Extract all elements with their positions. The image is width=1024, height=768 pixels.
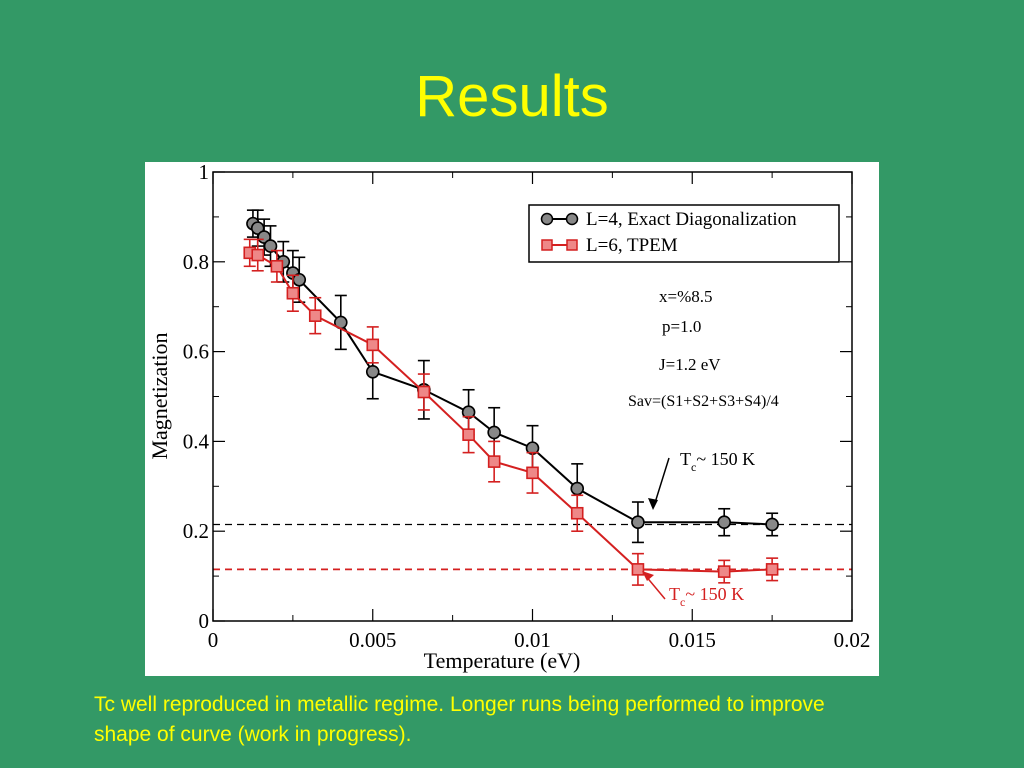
data-point [462, 428, 475, 441]
data-point [570, 481, 585, 496]
tc-annotation-black: Tc~ 150 K [648, 449, 755, 510]
legend-entry-exact: L=4, Exact Diagonalization [540, 209, 797, 230]
series-line [252, 222, 773, 526]
data-point [263, 239, 278, 253]
data-point [487, 425, 501, 440]
data-point [631, 563, 645, 576]
y-tick-label: 1 [199, 162, 210, 184]
data-point [365, 365, 380, 379]
legend-label-exact: L=4, Exact Diagonalization [586, 209, 797, 230]
x-axis-label: Temperature (eV) [424, 648, 581, 673]
y-tick-label: 0.4 [183, 429, 210, 453]
x-tick-label: 0.015 [669, 628, 716, 652]
legend-marker-square [541, 239, 553, 251]
x-tick-label: 0.02 [834, 628, 871, 652]
slide-title: Results [415, 64, 609, 129]
param-sav: Sav=(S1+S2+S3+S4)/4 [628, 393, 779, 410]
y-tick-label: 0.8 [183, 250, 209, 274]
data-point [366, 338, 380, 352]
x-tick-label: 0 [208, 628, 219, 652]
data-point [308, 309, 322, 322]
data-point [765, 517, 779, 532]
x-tick-label: 0.005 [349, 628, 396, 652]
chart-panel: 0 0.005 0.01 0.015 0.02 0 0.2 0.4 0.6 0.8 1 Temper… [145, 162, 879, 676]
data-point [286, 286, 300, 300]
data-point [270, 259, 284, 273]
y-tick-label: 0 [199, 609, 210, 633]
x-tick-label: 0.01 [514, 628, 551, 652]
data-point [717, 565, 731, 578]
tc-annotation-red: Tc~ 150 K [642, 571, 744, 609]
param-p: p=1.0 [662, 317, 701, 336]
legend-label-tpem: L=6, TPEM [586, 235, 678, 256]
data-point [417, 385, 431, 399]
svg-text:Tc~ 150 K: Tc~ 150 K [669, 584, 744, 609]
data-point [631, 515, 645, 530]
caption-line-1: Tc well reproduced in metallic regime. L… [94, 693, 825, 716]
legend-box [528, 204, 840, 263]
caption: Tc well reproduced in metallic regime. L… [94, 690, 994, 750]
data-point [526, 466, 539, 480]
tc-arrow-black [653, 457, 670, 507]
caption-line-2: shape of curve (work in progress). [94, 723, 412, 746]
data-point [765, 563, 779, 576]
y-axis-label: Magnetization [147, 332, 172, 459]
legend-marker-circle [540, 212, 554, 226]
y-tick-label: 0.6 [183, 340, 209, 364]
data-point [251, 248, 265, 262]
param-j: J=1.2 eV [659, 355, 721, 374]
y-tick-label: 0.2 [183, 519, 209, 543]
param-x: x=%8.5 [659, 287, 713, 306]
svg-text:Tc~ 150 K: Tc~ 150 K [680, 449, 755, 474]
data-point [487, 455, 501, 468]
series-tpem [243, 238, 779, 586]
data-point [250, 221, 265, 235]
magnetization-chart: 0 0.005 0.01 0.015 0.02 0 0.2 0.4 0.6 0.8 1 Temper… [147, 162, 871, 673]
legend-entry-tpem: L=6, TPEM [541, 235, 678, 256]
data-point [717, 515, 732, 530]
data-point [570, 506, 584, 520]
series-exact-diagonalization [246, 209, 779, 544]
